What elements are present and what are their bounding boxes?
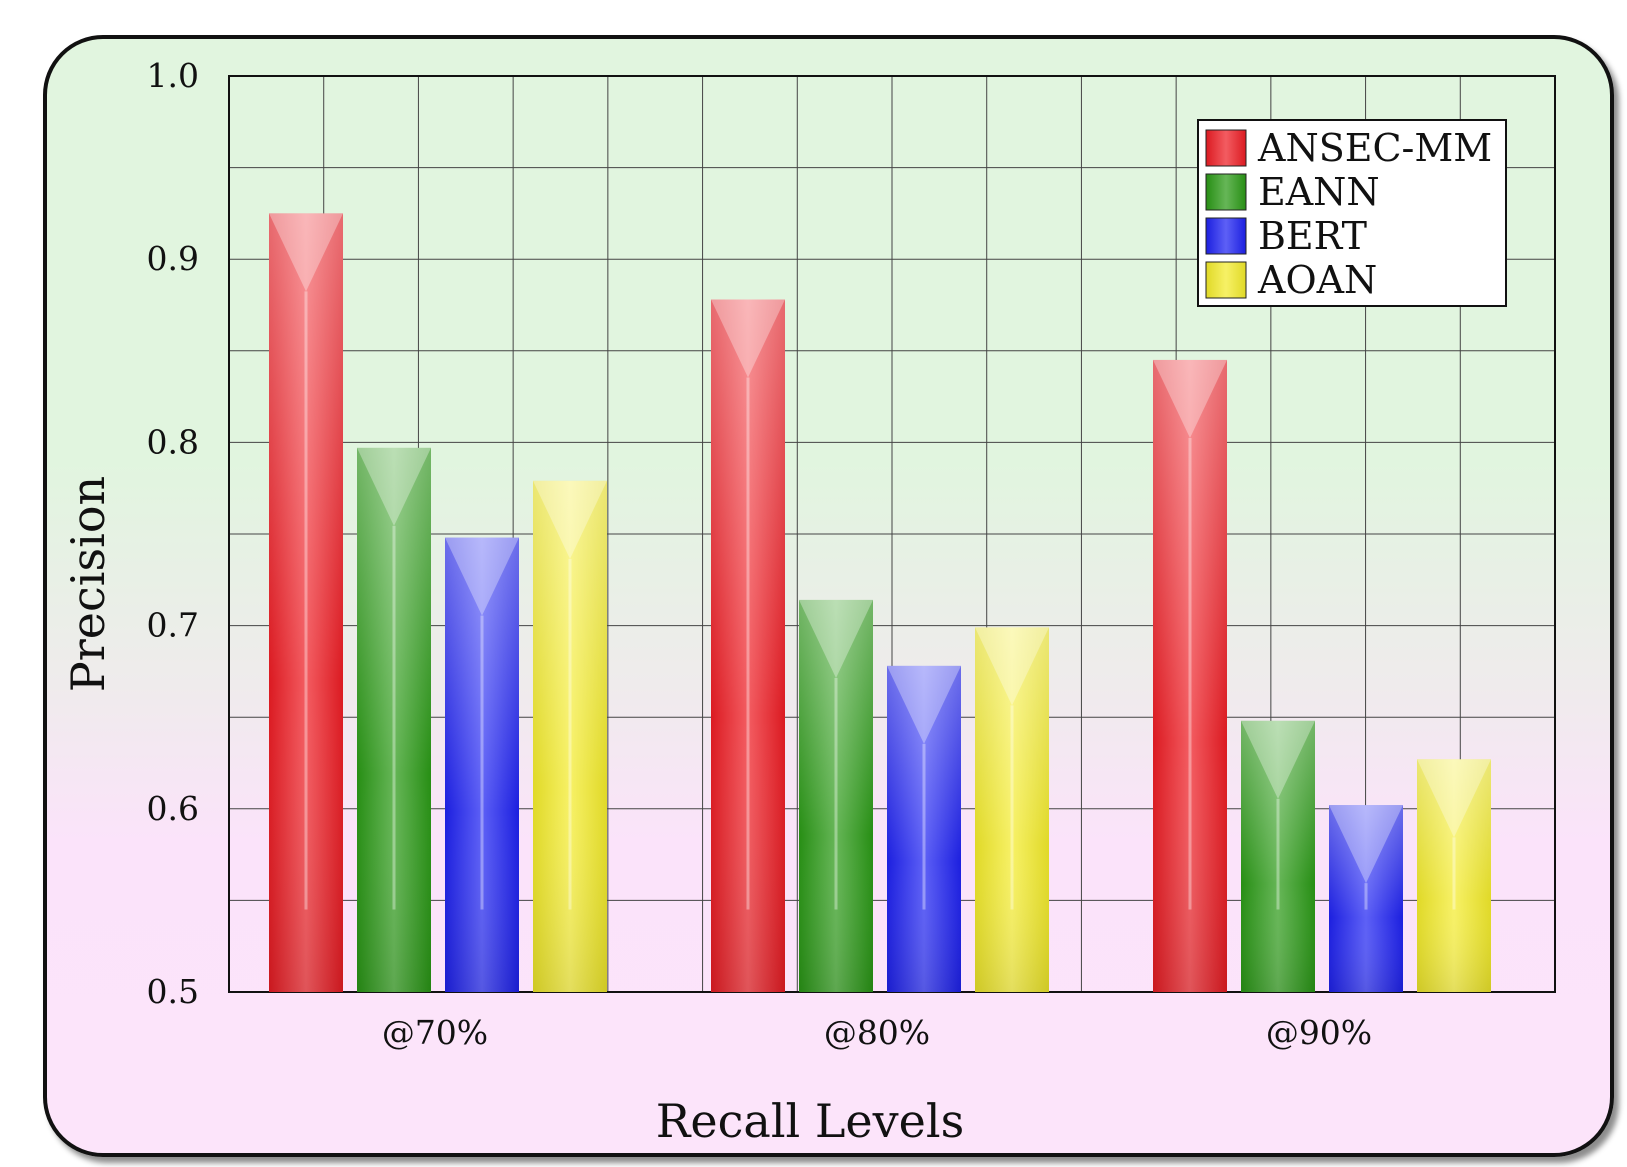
bar-highlight xyxy=(533,480,607,559)
y-tick-label: 0.8 xyxy=(147,422,199,461)
bar-shine xyxy=(357,447,431,992)
legend-label: ANSEC-MM xyxy=(1257,126,1492,170)
y-tick-label: 0.6 xyxy=(147,789,199,828)
bar-shine xyxy=(711,299,785,992)
bar-shine xyxy=(445,537,519,992)
x-tick-label: @90% xyxy=(1266,1013,1372,1052)
y-tick-label: 0.9 xyxy=(147,239,199,278)
bar-shine xyxy=(799,599,873,992)
bar-shine xyxy=(887,665,961,992)
bar-highlight xyxy=(975,627,1049,706)
bar-shine xyxy=(1417,759,1491,992)
y-tick-label: 0.7 xyxy=(147,606,199,645)
bar-highlight xyxy=(1241,720,1315,799)
y-axis-ticks: 0.5 0.6 0.7 0.8 0.9 1.0 xyxy=(147,56,199,1011)
x-tick-label: @80% xyxy=(824,1013,930,1052)
legend-label: AOAN xyxy=(1257,258,1377,302)
bar-shine xyxy=(533,480,607,992)
bar-shine xyxy=(975,627,1049,992)
bar-highlight xyxy=(445,537,519,616)
bar-highlight xyxy=(1417,759,1491,838)
bar-shine xyxy=(1241,720,1315,992)
x-tick-label: @70% xyxy=(382,1013,488,1052)
legend-swatch-bert xyxy=(1205,217,1247,255)
x-axis-title: Recall Levels xyxy=(656,1094,964,1148)
legend-label: EANN xyxy=(1258,170,1380,214)
bar-highlight xyxy=(357,447,431,526)
bar-highlight xyxy=(1153,359,1227,438)
legend-swatch-aoan xyxy=(1205,261,1247,299)
legend-swatch-eann xyxy=(1205,173,1247,211)
y-axis-title: Precision xyxy=(61,476,115,692)
bar-highlight xyxy=(887,665,961,744)
bar-shine xyxy=(1329,805,1403,992)
bar-highlight xyxy=(1329,805,1403,884)
y-tick-label: 1.0 xyxy=(147,56,199,95)
legend-box xyxy=(1197,119,1507,307)
x-axis-ticks: @70% @80% @90% xyxy=(382,1013,1372,1052)
bar-shine xyxy=(269,213,343,992)
bar-shine xyxy=(1153,359,1227,993)
y-tick-label: 0.5 xyxy=(147,972,199,1011)
bar-highlight xyxy=(799,599,873,678)
legend-label: BERT xyxy=(1258,214,1367,258)
legend-swatch-ansec-mm xyxy=(1205,129,1247,167)
bars xyxy=(269,213,1491,993)
bar-highlight xyxy=(711,299,785,378)
bar-highlight xyxy=(269,213,343,292)
